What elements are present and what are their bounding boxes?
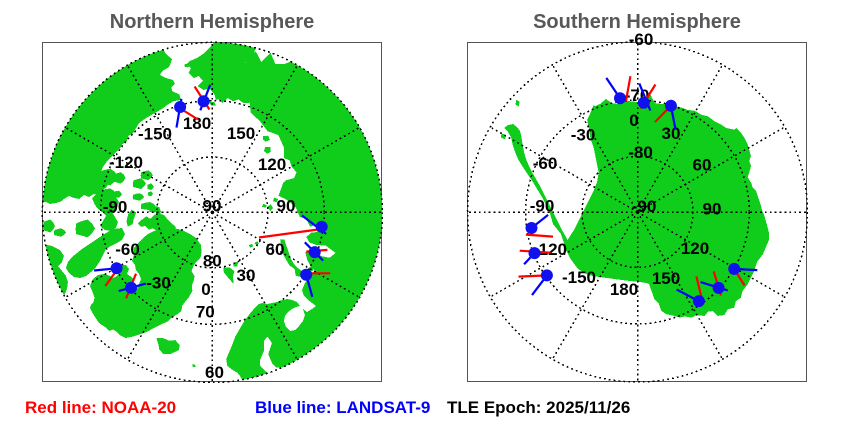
svg-text:180: 180 [610,280,638,299]
svg-text:-60: -60 [115,240,140,259]
svg-text:-120: -120 [533,240,567,259]
svg-text:-60: -60 [629,30,654,49]
svg-text:-90: -90 [103,198,128,217]
svg-text:60: 60 [693,156,712,175]
svg-text:0: 0 [629,111,638,130]
svg-text:60: 60 [205,363,224,382]
svg-text:120: 120 [681,239,709,258]
svg-text:150: 150 [652,269,680,288]
svg-text:30: 30 [662,124,681,143]
svg-text:60: 60 [266,240,285,259]
svg-text:Red line: NOAA-20: Red line: NOAA-20 [25,398,176,417]
svg-text:-30: -30 [571,126,596,145]
svg-text:180: 180 [183,114,211,133]
svg-text:Southern Hemisphere: Southern Hemisphere [533,11,741,33]
svg-text:-120: -120 [109,153,143,172]
svg-text:Northern Hemisphere: Northern Hemisphere [110,11,315,33]
svg-text:-80: -80 [628,143,653,162]
svg-text:30: 30 [237,266,256,285]
svg-text:-90: -90 [530,197,555,216]
svg-text:90: 90 [277,197,296,216]
svg-text:150: 150 [227,124,255,143]
svg-text:90: 90 [203,197,222,216]
svg-text:-30: -30 [146,274,171,293]
svg-text:-60: -60 [533,154,558,173]
svg-text:0: 0 [201,280,210,299]
svg-text:-150: -150 [562,268,596,287]
svg-text:80: 80 [203,252,222,271]
svg-text:Blue line: LANDSAT-9: Blue line: LANDSAT-9 [255,398,430,417]
svg-text:70: 70 [196,303,215,322]
svg-text:120: 120 [258,155,286,174]
svg-text:-150: -150 [138,125,172,144]
svg-text:-90: -90 [632,197,657,216]
svg-text:90: 90 [703,200,722,219]
svg-text:TLE Epoch: 2025/11/26: TLE Epoch: 2025/11/26 [447,398,630,417]
